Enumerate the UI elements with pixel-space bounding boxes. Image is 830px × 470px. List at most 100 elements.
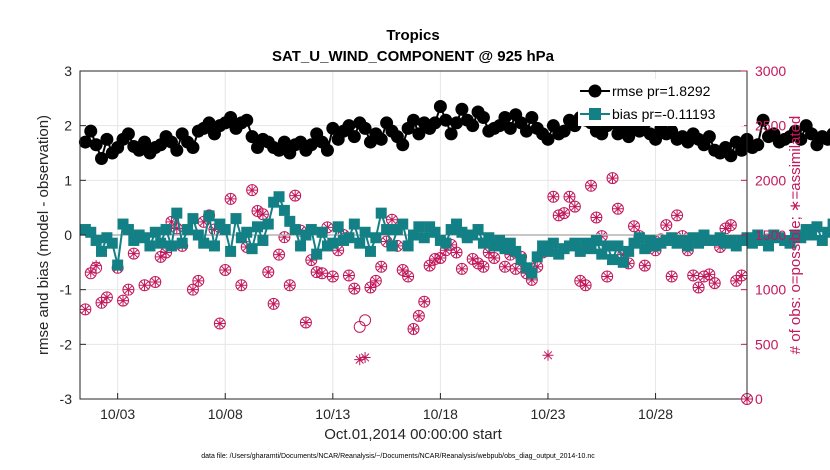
left-tick-label: -2 (60, 336, 73, 352)
x-tick-label: 10/13 (315, 406, 350, 422)
right-tick-label: 0 (755, 391, 763, 407)
asterisk-mark (375, 261, 387, 273)
bias-point (515, 254, 527, 266)
asterisk-mark (262, 266, 274, 278)
rmse-point (304, 138, 318, 152)
obs-assimilated-marker (569, 201, 581, 213)
left-tick-label: -3 (60, 391, 73, 407)
obs-assimilated-marker (418, 296, 430, 308)
obs-assimilated-marker (563, 191, 575, 203)
asterisk-mark (85, 266, 97, 278)
left-y-axis-label: rmse and bias (model - observation) (35, 115, 52, 355)
asterisk-mark (499, 261, 511, 273)
rmse-point (622, 130, 636, 144)
bias-point (504, 237, 516, 249)
rmse-point (396, 138, 410, 152)
bias-point (617, 256, 629, 268)
obs-assimilated-marker (510, 263, 522, 275)
asterisk-mark (187, 284, 199, 296)
obs-assimilated-marker (257, 208, 269, 220)
obs-assimilated-marker (311, 266, 323, 278)
obs-assimilated-marker (187, 284, 199, 296)
rmse-point (751, 138, 765, 152)
legend-box (578, 79, 744, 126)
bias-point (601, 240, 613, 252)
asterisk-mark (96, 297, 108, 309)
asterisk-mark (488, 252, 500, 264)
obs-assimilated-marker (397, 264, 409, 276)
bias-point (187, 213, 199, 225)
bias-point (182, 224, 194, 236)
left-tick-label: 3 (64, 63, 72, 79)
chart-subtitle: SAT_U_WIND_COMPONENT @ 925 hPa (272, 48, 555, 65)
obs-assimilated-marker (628, 220, 640, 232)
bias-point (682, 240, 694, 252)
bias-point (165, 240, 177, 252)
obs-assimilated-marker (440, 244, 452, 256)
obs-assimilated-marker (359, 351, 371, 363)
bias-point (262, 218, 274, 230)
asterisk-mark (370, 275, 382, 287)
asterisk-mark (456, 263, 468, 275)
rmse-point (503, 121, 517, 135)
obs-assimilated-marker (278, 231, 290, 243)
obs-assimilated-marker (289, 190, 301, 202)
right-tick-label: 2500 (755, 118, 786, 134)
asterisk-mark (311, 266, 323, 278)
bias-point (106, 237, 118, 249)
obs-possible-marker (359, 314, 372, 327)
obs-assimilated-marker (698, 271, 710, 283)
rmse-point (433, 100, 447, 114)
obs-assimilated-marker (402, 271, 414, 283)
bias-point (122, 224, 134, 236)
rmse-point (326, 121, 340, 135)
obs-assimilated-marker (79, 303, 91, 315)
bias-point (375, 207, 387, 219)
rmse-point (794, 132, 808, 146)
obs-assimilated-marker (666, 271, 678, 283)
asterisk-mark (730, 275, 742, 287)
bias-point (85, 226, 97, 238)
obs-assimilated-marker (128, 248, 140, 260)
obs-assimilated-marker (354, 354, 366, 366)
obs-assimilated-marker (165, 216, 177, 228)
obs-assimilated-marker (467, 253, 479, 265)
right-tick-label: 1500 (755, 227, 786, 243)
data-file-footnote: data file: /Users/gharamti/Documents/NCA… (201, 453, 595, 460)
right-tick-label: 3000 (755, 63, 786, 79)
asterisk-mark (364, 281, 376, 293)
bias-series (79, 191, 830, 279)
bias-point (316, 226, 328, 238)
bias-point (639, 243, 651, 255)
asterisk-mark (397, 264, 409, 276)
asterisk-mark (160, 246, 172, 258)
obs-assimilated-marker (284, 279, 296, 291)
asterisk-mark (553, 209, 565, 221)
asterisk-mark (149, 276, 161, 288)
obs-assimilated-marker (687, 269, 699, 281)
asterisk-mark (580, 279, 592, 291)
rmse-point (224, 110, 238, 124)
asterisk-mark (128, 248, 140, 260)
asterisk-mark (563, 191, 575, 203)
obs-assimilated-marker (542, 349, 554, 361)
bias-point (381, 224, 393, 236)
legend-rmse-label: rmse pr=1.8292 (612, 83, 711, 99)
bias-point (364, 245, 376, 257)
obs-assimilated-marker (580, 279, 592, 291)
obs-assimilated-marker (408, 323, 419, 335)
asterisk-mark (386, 214, 398, 226)
asterisk-mark (198, 216, 210, 228)
obs-assimilated-marker (316, 267, 328, 279)
bias-point (90, 234, 102, 246)
rmse-point (724, 149, 738, 163)
x-axis-label: Oct.01,2014 00:00:00 start (324, 426, 502, 443)
bias-point (208, 240, 220, 252)
legend-rmse-marker (588, 84, 602, 98)
obs-assimilated-marker (488, 252, 500, 264)
left-tick-label: -1 (60, 282, 73, 298)
bias-point (494, 234, 506, 246)
right-y-axis-label: # of obs: o=possible; ∗=assimilated (787, 116, 804, 355)
bias-point (155, 237, 167, 249)
obs-assimilated-marker (472, 257, 484, 269)
